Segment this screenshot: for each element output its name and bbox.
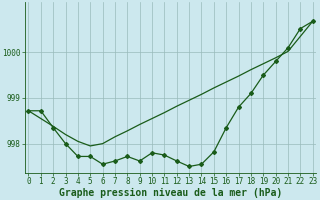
X-axis label: Graphe pression niveau de la mer (hPa): Graphe pression niveau de la mer (hPa): [59, 188, 282, 198]
